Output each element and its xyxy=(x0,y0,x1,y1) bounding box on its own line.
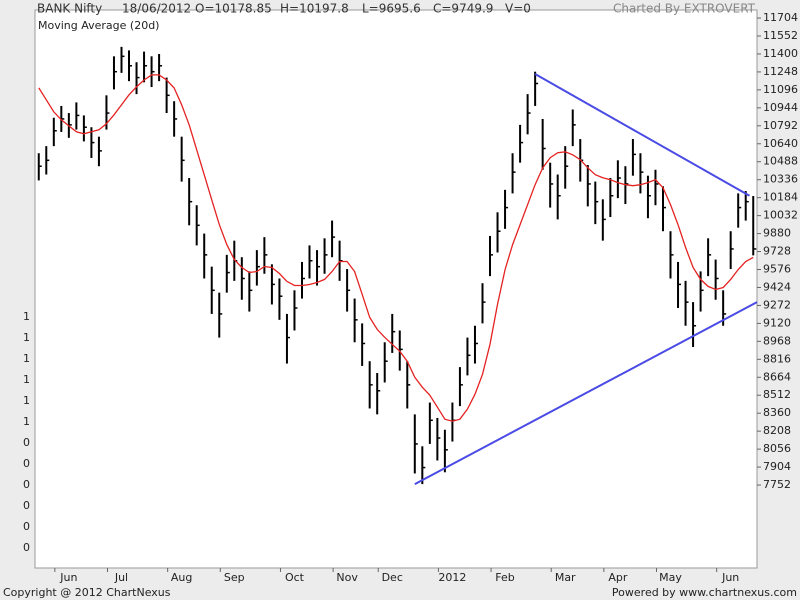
trendline xyxy=(534,73,750,197)
volume-axis-label: 0 xyxy=(23,541,30,554)
powered-by: Powered by www.chartnexus.com xyxy=(612,586,797,599)
x-tick-label: Dec xyxy=(382,571,403,584)
y-tick-label: 10640 xyxy=(763,137,798,150)
y-tick-label: 10792 xyxy=(763,119,798,132)
y-tick-label: 10336 xyxy=(763,173,798,186)
volume-axis-label: 1 xyxy=(23,394,30,407)
high: H=10197.8 xyxy=(280,2,349,16)
y-tick-label: 9880 xyxy=(763,227,791,240)
y-tick-label: 10488 xyxy=(763,155,798,168)
y-tick-label: 8208 xyxy=(763,424,791,437)
y-tick-label: 8512 xyxy=(763,388,791,401)
x-tick-label: Aug xyxy=(171,571,192,584)
y-tick-label: 8360 xyxy=(763,406,791,419)
y-tick-label: 10184 xyxy=(763,191,798,204)
copyright: Copyright @ 2012 ChartNexus xyxy=(3,586,171,599)
date: 18/06/2012 xyxy=(122,2,191,16)
volume: V=0 xyxy=(505,2,531,16)
volume-axis-label: 0 xyxy=(23,457,30,470)
volume-axis-label: 0 xyxy=(23,499,30,512)
y-tick-label: 8664 xyxy=(763,370,791,383)
x-tick-label: Jun xyxy=(721,571,739,584)
volume-axis-label: 0 xyxy=(23,478,30,491)
y-tick-label: 7752 xyxy=(763,478,791,491)
y-tick-label: 11096 xyxy=(763,83,798,96)
y-tick-label: 11248 xyxy=(763,65,798,78)
x-tick-label: 2012 xyxy=(438,571,466,584)
volume-axis-label: 1 xyxy=(23,310,30,323)
y-tick-label: 11704 xyxy=(763,11,798,24)
y-tick-label: 10032 xyxy=(763,209,798,222)
low: L=9695.6 xyxy=(362,2,421,16)
x-tick-label: Nov xyxy=(336,571,358,584)
x-tick-label: Jul xyxy=(114,571,128,584)
volume-axis-label: 1 xyxy=(23,331,30,344)
volume-axis-label: 0 xyxy=(23,436,30,449)
x-tick-label: Mar xyxy=(555,571,576,584)
symbol: BANK Nifty xyxy=(37,2,102,16)
y-tick-label: 9424 xyxy=(763,280,791,293)
moving-average-line xyxy=(38,74,754,422)
y-tick-label: 8056 xyxy=(763,442,791,455)
moving-average-label: Moving Average (20d) xyxy=(38,19,159,32)
y-tick-label: 11400 xyxy=(763,47,798,60)
x-tick-label: Oct xyxy=(285,571,305,584)
volume-axis-label: 1 xyxy=(23,415,30,428)
y-tick-label: 9120 xyxy=(763,316,791,329)
plot-area xyxy=(34,9,758,569)
trendline xyxy=(414,301,758,485)
y-tick-label: 8816 xyxy=(763,352,791,365)
x-tick-label: Sep xyxy=(224,571,245,584)
x-tick-label: Jun xyxy=(59,571,77,584)
y-tick-label: 11552 xyxy=(763,29,798,42)
y-tick-label: 9728 xyxy=(763,245,791,258)
y-tick-label: 8968 xyxy=(763,334,791,347)
close: C=9749.9 xyxy=(433,2,493,16)
volume-axis-label: 1 xyxy=(23,373,30,386)
x-tick-label: Apr xyxy=(608,571,628,584)
y-tick-label: 9576 xyxy=(763,263,791,276)
y-tick-label: 7904 xyxy=(763,460,791,473)
volume-axis-label: 1 xyxy=(23,352,30,365)
x-tick-label: May xyxy=(659,571,682,584)
credit: Charted By EXTROVERT xyxy=(613,2,756,16)
volume-axis-label: 0 xyxy=(23,520,30,533)
y-tick-label: 9272 xyxy=(763,298,791,311)
open: O=10178.85 xyxy=(195,2,272,16)
y-tick-label: 10944 xyxy=(763,101,798,114)
x-tick-label: Feb xyxy=(495,571,514,584)
